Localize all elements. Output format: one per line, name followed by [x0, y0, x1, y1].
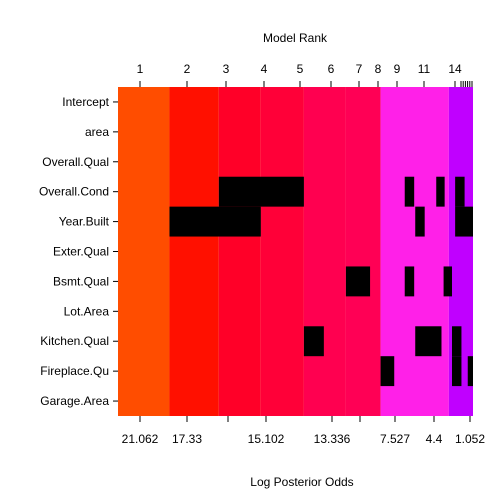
chart-title: Model Rank [263, 31, 328, 45]
variable-label: Year.Built [59, 215, 110, 229]
excluded-cell [451, 356, 462, 387]
top-axis: 1 2 3 4 5 6 7 8 9 11 14 [137, 62, 473, 87]
excluded-cell [415, 326, 442, 357]
top-tick-label: 1 [137, 62, 144, 76]
excluded-cell [455, 206, 473, 237]
variable-label: Overall.Cond [39, 185, 109, 199]
variable-label: Bsmt.Qual [53, 274, 109, 288]
variable-label: Kitchen.Qual [40, 334, 109, 348]
excluded-cell [380, 356, 395, 387]
top-tick-label: 5 [297, 62, 304, 76]
bottom-tick-label: 1.052 [455, 432, 485, 446]
variable-label: Lot.Area [64, 304, 110, 318]
bottom-tick-label: 15.102 [248, 432, 285, 446]
x-axis-label: Log Posterior Odds [250, 475, 353, 489]
variable-label: Exter.Qual [53, 245, 109, 259]
excluded-cell [415, 206, 425, 237]
top-tick-label: 2 [184, 62, 191, 76]
excluded-cell [455, 176, 465, 207]
excluded-cell [443, 266, 452, 297]
bottom-axis: 21.062 17.33 15.102 13.336 7.527 4.4 1.052 [122, 416, 485, 446]
variable-label: Overall.Qual [42, 155, 109, 169]
excluded-cell [404, 266, 415, 297]
variable-label: area [85, 125, 109, 139]
rank-band-1 [118, 87, 170, 416]
top-tick-label: 14 [448, 62, 462, 76]
excluded-cell [436, 176, 445, 207]
top-tick-label: 3 [223, 62, 230, 76]
excluded-cell [303, 326, 324, 357]
rank-band-3 [218, 87, 261, 416]
top-tick-label: 7 [356, 62, 363, 76]
variable-labels: Intercept area Overall.Qual Overall.Cond Yea… [39, 95, 118, 408]
excluded-cell [345, 266, 371, 297]
plot-area [118, 87, 473, 416]
rank-band-5 [303, 87, 346, 416]
rank-band-6 [345, 87, 381, 416]
top-tick-label: 4 [261, 62, 268, 76]
top-tick-label: 11 [418, 62, 431, 76]
bottom-tick-label: 4.4 [426, 432, 443, 446]
top-tick-label: 9 [394, 62, 401, 76]
rank-band-4 [260, 87, 304, 416]
variable-label: Intercept [62, 95, 109, 109]
top-tick-label: 6 [328, 62, 335, 76]
excluded-cell [404, 176, 415, 207]
excluded-cell [451, 326, 462, 357]
excluded-cell [467, 356, 473, 387]
top-tick-label: 8 [375, 62, 382, 76]
bottom-tick-label: 13.336 [314, 432, 351, 446]
excluded-cell [169, 206, 261, 237]
variable-label: Fireplace.Qu [40, 364, 109, 378]
bottom-tick-label: 17.33 [172, 432, 202, 446]
excluded-cell [218, 176, 304, 207]
bottom-tick-label: 7.527 [380, 432, 410, 446]
rank-band-2 [169, 87, 219, 416]
bottom-tick-label: 21.062 [122, 432, 159, 446]
variable-label: Garage.Area [40, 394, 109, 408]
